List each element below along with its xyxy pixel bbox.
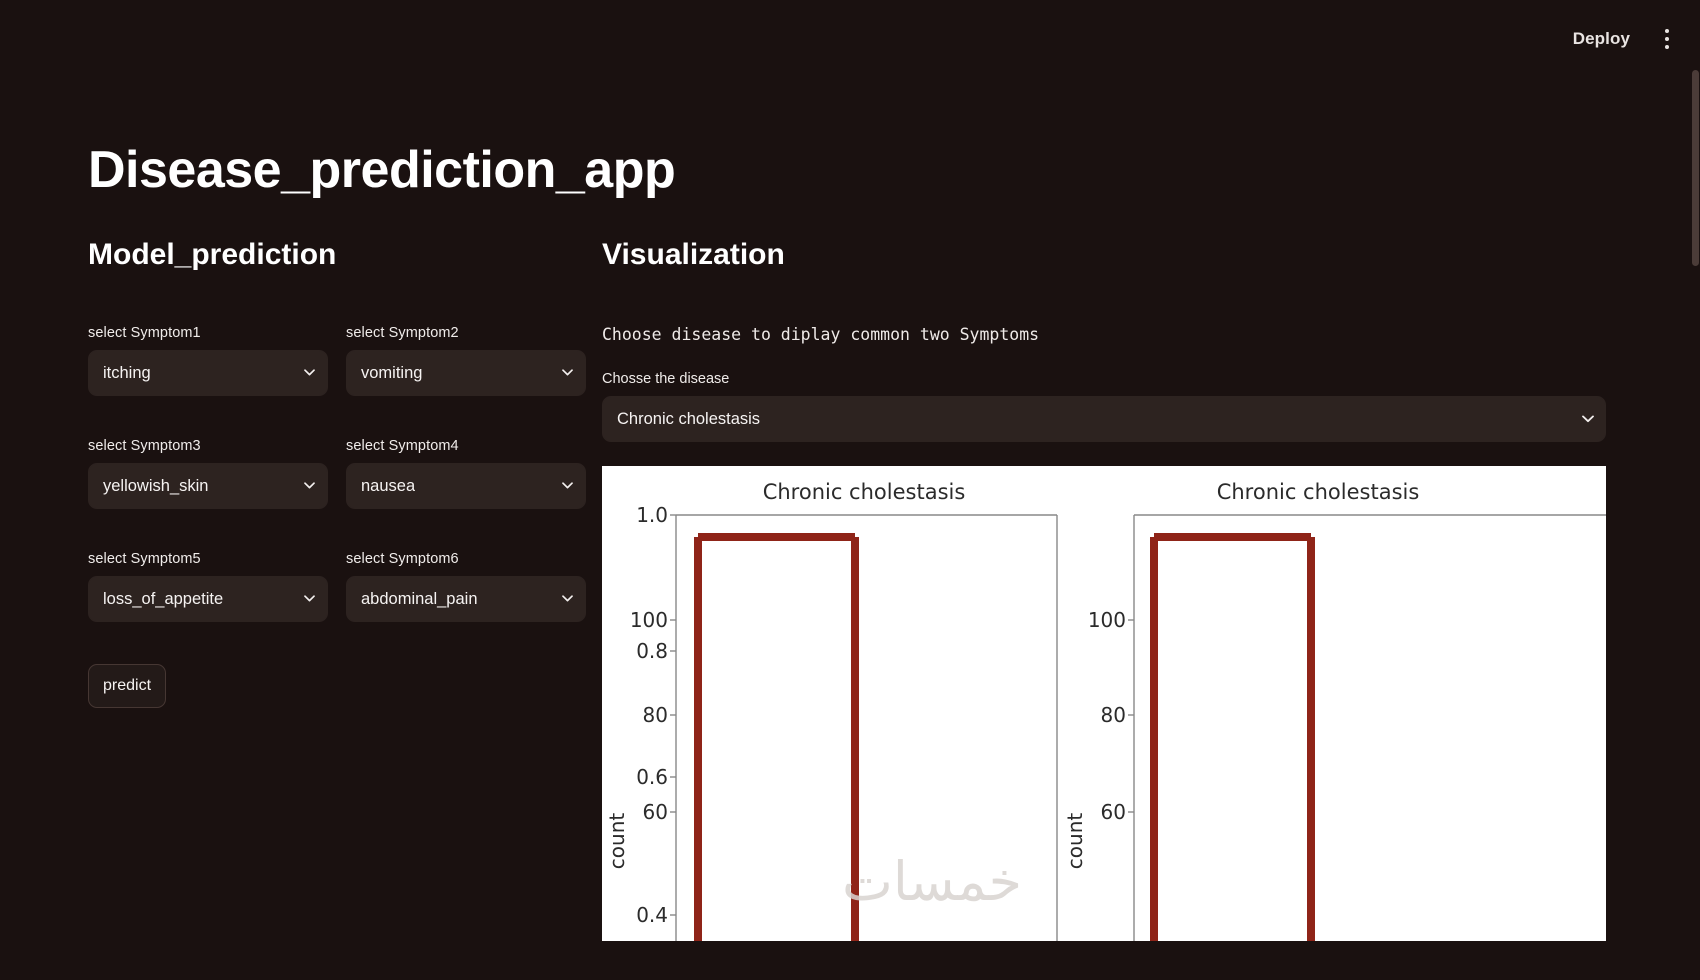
chart1-primary-yticks: 100 80 60 [630, 608, 668, 824]
chevron-down-icon [1582, 415, 1594, 423]
symptom4-field: select Symptom4 nausea [346, 438, 586, 509]
svg-text:1.0: 1.0 [636, 503, 668, 527]
svg-text:80: 80 [643, 703, 668, 727]
chart1-secondary-tickmarks [670, 514, 676, 916]
svg-text:60: 60 [643, 800, 668, 824]
chart1-secondary-yticks: 1.0 0.8 0.6 0.4 [636, 503, 668, 927]
visualization-heading: Visualization [602, 238, 785, 271]
chevron-down-icon [304, 482, 315, 489]
scrollbar-thumb[interactable] [1692, 70, 1699, 266]
chevron-down-icon [562, 482, 573, 489]
disease-select[interactable]: Chronic cholestasis [602, 396, 1606, 442]
symptom4-label: select Symptom4 [346, 438, 459, 454]
chart2-title: Chronic cholestasis [1217, 480, 1420, 504]
kebab-dot [1665, 37, 1669, 41]
symptom2-select[interactable]: vomiting [346, 350, 586, 396]
svg-text:0.4: 0.4 [636, 903, 668, 927]
symptom5-value: loss_of_appetite [103, 589, 224, 608]
top-toolbar: Deploy [0, 0, 1700, 78]
deploy-button[interactable]: Deploy [1572, 29, 1630, 48]
symptom1-value: itching [103, 363, 151, 382]
symptom3-label: select Symptom3 [88, 438, 201, 454]
svg-text:0.8: 0.8 [636, 639, 668, 663]
symptom3-field: select Symptom3 yellowish_skin [88, 438, 328, 509]
symptom6-field: select Symptom6 abdominal_pain [346, 551, 586, 622]
symptom-row: select Symptom5 loss_of_appetite select … [88, 551, 608, 622]
symptom6-value: abdominal_pain [361, 589, 478, 608]
symptom1-select[interactable]: itching [88, 350, 328, 396]
disease-select-label: Chosse the disease [602, 371, 730, 387]
model-prediction-heading: Model_prediction [88, 238, 337, 271]
chart1-title: Chronic cholestasis [763, 480, 966, 504]
svg-text:60: 60 [1101, 800, 1126, 824]
symptom6-select[interactable]: abdominal_pain [346, 576, 586, 622]
symptom5-select[interactable]: loss_of_appetite [88, 576, 328, 622]
chart2-yticks: 100 80 60 [1088, 608, 1126, 824]
page-title: Disease_prediction_app [88, 141, 676, 199]
svg-text:80: 80 [1101, 703, 1126, 727]
disease-select-value: Chronic cholestasis [617, 409, 761, 428]
predict-button[interactable]: predict [88, 664, 166, 708]
chevron-down-icon [562, 369, 573, 376]
symptom2-label: select Symptom2 [346, 325, 459, 341]
chart2-bar [1150, 533, 1315, 941]
symptom3-select[interactable]: yellowish_skin [88, 463, 328, 509]
symptom1-label: select Symptom1 [88, 325, 201, 341]
visualization-panel: Choose disease to diplay common two Symp… [602, 325, 1610, 941]
vertical-scrollbar[interactable] [1691, 70, 1700, 980]
chevron-down-icon [304, 369, 315, 376]
svg-text:100: 100 [1088, 608, 1126, 632]
symptom4-value: nausea [361, 476, 416, 495]
symptom2-value: vomiting [361, 363, 423, 382]
chart-container: Chronic cholestasis 1.0 0.8 0.6 0.4 [602, 466, 1606, 941]
svg-text:0.6: 0.6 [636, 765, 668, 789]
chart1-ylabel: count [605, 813, 629, 870]
visualization-description: Choose disease to diplay common two Symp… [602, 325, 1040, 344]
chevron-down-icon [562, 595, 573, 602]
facet-bar-charts: Chronic cholestasis 1.0 0.8 0.6 0.4 [605, 480, 1606, 941]
chevron-down-icon [304, 595, 315, 602]
symptom-row: select Symptom1 itching select Symptom2 … [88, 325, 608, 396]
symptom5-label: select Symptom5 [88, 551, 201, 567]
symptom6-label: select Symptom6 [346, 551, 459, 567]
symptom-row: select Symptom3 yellowish_skin select Sy… [88, 438, 608, 509]
svg-text:100: 100 [630, 608, 668, 632]
kebab-dot [1665, 45, 1669, 49]
model-prediction-panel: select Symptom1 itching select Symptom2 … [88, 325, 608, 708]
chart2-tickmarks [1128, 619, 1134, 813]
kebab-menu-icon[interactable] [1656, 24, 1678, 54]
chart1-bar [694, 533, 859, 941]
chart1-primary-tickmarks [670, 619, 676, 813]
symptom3-value: yellowish_skin [103, 476, 209, 495]
symptom4-select[interactable]: nausea [346, 463, 586, 509]
symptom1-field: select Symptom1 itching [88, 325, 328, 396]
symptom2-field: select Symptom2 vomiting [346, 325, 586, 396]
chart2-ylabel: count [1063, 813, 1087, 870]
kebab-dot [1665, 29, 1669, 33]
symptom5-field: select Symptom5 loss_of_appetite [88, 551, 328, 622]
